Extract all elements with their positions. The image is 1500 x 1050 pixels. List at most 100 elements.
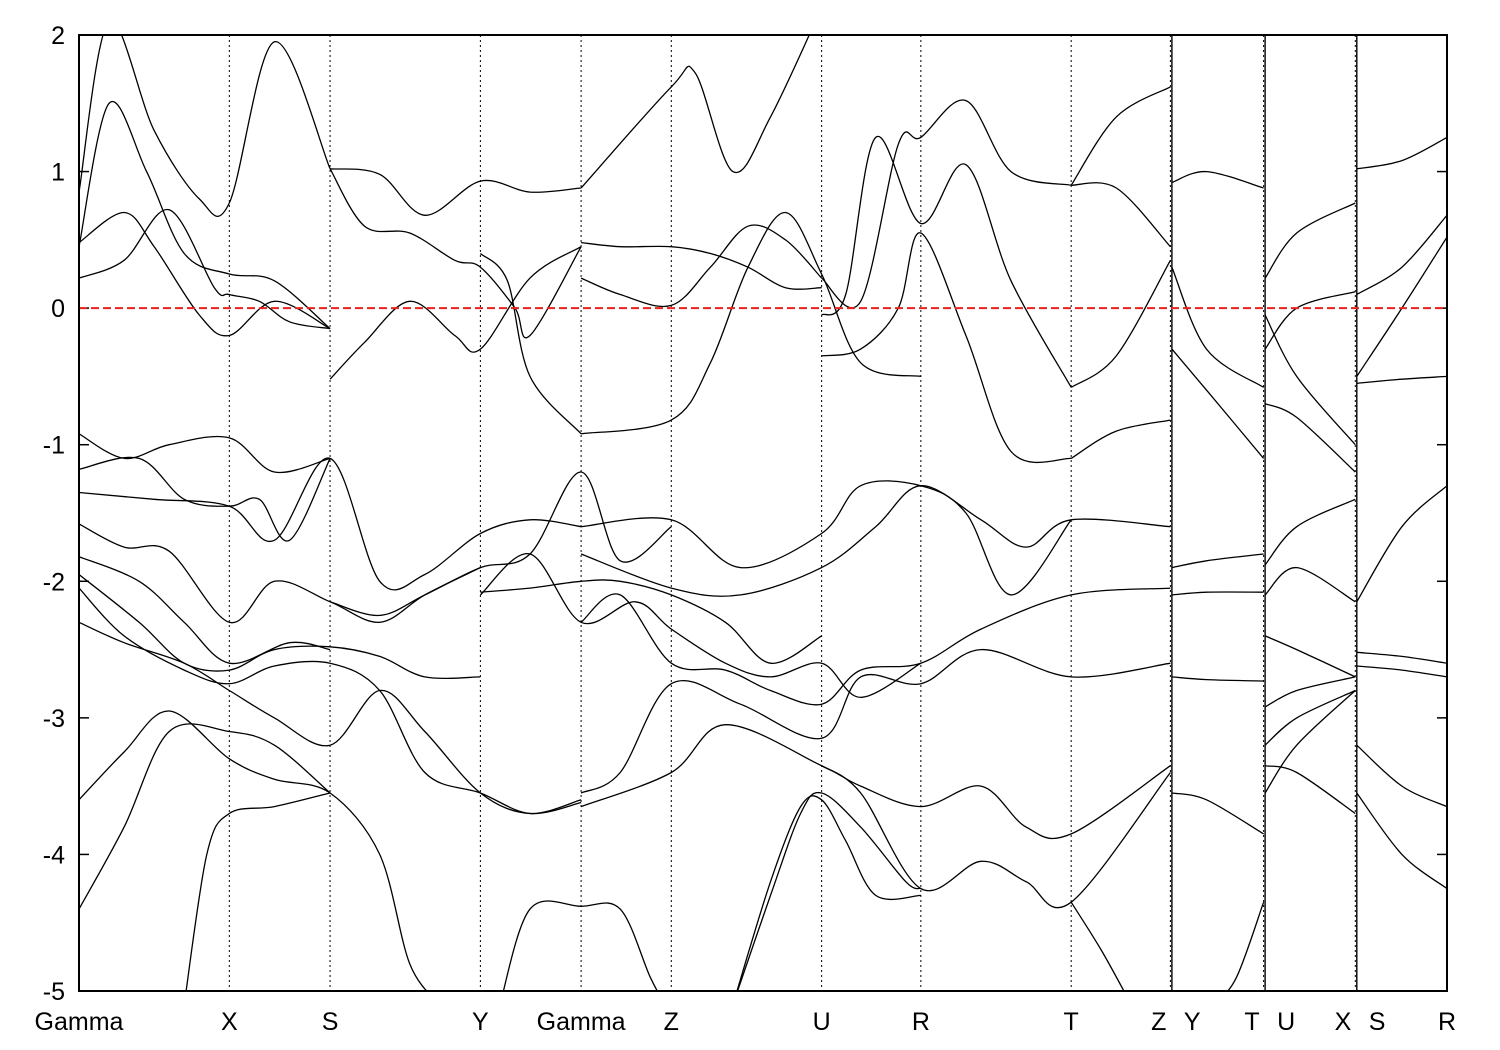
band-line-41: [480, 579, 822, 664]
band-line-26: [1264, 403, 1356, 473]
band-line-42: [479, 553, 922, 699]
band-line-11: [581, 211, 921, 435]
band-line-30: [79, 433, 331, 474]
ytick-label: 0: [51, 295, 65, 323]
band-line-10: [580, 224, 823, 308]
band-line-37: [79, 556, 331, 665]
band-line-61: [1264, 635, 1356, 678]
band-line-28: [1356, 375, 1447, 384]
xtick-label-t: T: [1244, 1008, 1259, 1036]
ytick-label: -3: [43, 705, 65, 733]
xtick-label-x: X: [221, 1008, 238, 1036]
xtick-label-gamma: Gamma: [35, 1008, 124, 1036]
band-line-48: [79, 723, 331, 910]
band-line-62: [1264, 676, 1356, 708]
ytick-label: -2: [43, 568, 65, 596]
band-line-40: [79, 621, 582, 815]
band-lines: [79, 35, 1447, 991]
band-line-52: [736, 795, 921, 991]
band-line-68: [1356, 744, 1447, 808]
band-line-34: [581, 480, 1072, 596]
ytick-label: 2: [51, 22, 65, 50]
band-line-46: [821, 765, 1171, 909]
band-line-12: [580, 35, 810, 189]
high-symmetry-gridlines: [228, 35, 1358, 991]
band-line-44: [580, 648, 1171, 794]
band-line-56: [1171, 676, 1264, 682]
band-line-6: [329, 246, 582, 380]
band-line-21: [1171, 266, 1264, 388]
band-line-3: [79, 100, 331, 330]
band-line-4: [79, 35, 331, 217]
band-line-15: [821, 232, 1072, 464]
band-line-29: [1356, 485, 1447, 603]
band-line-70: [1356, 214, 1447, 296]
band-line-9: [581, 241, 822, 290]
band-line-53: [1070, 901, 1125, 991]
band-line-2: [79, 211, 331, 337]
band-line-33: [329, 471, 672, 617]
band-line-27: [1356, 136, 1447, 170]
band-line-43: [580, 587, 1171, 706]
band-line-35: [580, 485, 1171, 597]
band-line-25: [1264, 314, 1356, 446]
band-line-50: [502, 900, 658, 991]
xtick-label-y: Y: [472, 1008, 489, 1036]
band-line-23: [1264, 202, 1356, 279]
band-line-59: [1264, 498, 1356, 566]
band-line-14: [821, 135, 1072, 388]
axis-ticks: [79, 34, 1447, 992]
band-line-1: [79, 209, 331, 330]
band-line-57: [1171, 792, 1264, 835]
band-line-16: [1071, 182, 1171, 248]
band-line-24: [1264, 291, 1356, 350]
band-line-51: [736, 791, 922, 991]
xtick-label-t: T: [1064, 1008, 1079, 1036]
band-line-32: [79, 457, 582, 591]
xtick-label-r: R: [912, 1008, 930, 1036]
band-line-71: [1356, 236, 1447, 377]
xtick-label-s: S: [322, 1008, 339, 1036]
band-line-18: [1070, 419, 1171, 459]
y-tick-labels: 2 1 0 -1 -2 -3 -4 -5: [43, 22, 65, 1006]
band-line-45: [580, 724, 1171, 840]
band-line-36: [79, 523, 481, 623]
band-line-55: [1171, 591, 1264, 596]
band-line-20: [1171, 170, 1264, 189]
band-line-67: [1356, 665, 1447, 678]
band-line-8: [479, 253, 582, 435]
band-line-69: [1356, 792, 1447, 890]
band-line-5: [330, 168, 582, 216]
ytick-label: -4: [43, 841, 65, 869]
band-line-47: [79, 710, 428, 991]
xtick-label-s: S: [1369, 1008, 1386, 1036]
plot-frame: [78, 34, 1448, 992]
xtick-label-u: U: [813, 1008, 831, 1036]
xtick-label-x: X: [1335, 1008, 1352, 1036]
x-tick-labels: Gamma X S Y Gamma Z U R T Z Y T U X S R: [35, 1008, 1456, 1036]
band-line-22: [1171, 348, 1265, 459]
xtick-label-r: R: [1438, 1008, 1456, 1036]
ytick-label: -1: [43, 432, 65, 460]
band-line-13: [821, 99, 1072, 309]
band-line-64: [1264, 690, 1356, 794]
xtick-label-y: Y: [1184, 1008, 1201, 1036]
ytick-label: 1: [51, 159, 65, 187]
xtick-label-u: U: [1277, 1008, 1295, 1036]
band-line-38: [79, 573, 481, 680]
xtick-label-gamma: Gamma: [537, 1008, 626, 1036]
xtick-label-z: Z: [664, 1008, 679, 1036]
ytick-label: -5: [43, 978, 65, 1006]
band-line-65: [1264, 765, 1356, 815]
band-line-60: [1264, 566, 1356, 603]
band-line-66: [1356, 651, 1447, 664]
band-line-19: [1070, 86, 1171, 186]
band-line-7: [329, 168, 582, 339]
band-line-58: [1226, 901, 1265, 991]
band-line-17: [1070, 259, 1171, 388]
xtick-label-z: Z: [1151, 1008, 1166, 1036]
band-line-31: [79, 456, 331, 542]
band-line-39: [79, 587, 582, 815]
band-line-63: [1264, 689, 1356, 746]
